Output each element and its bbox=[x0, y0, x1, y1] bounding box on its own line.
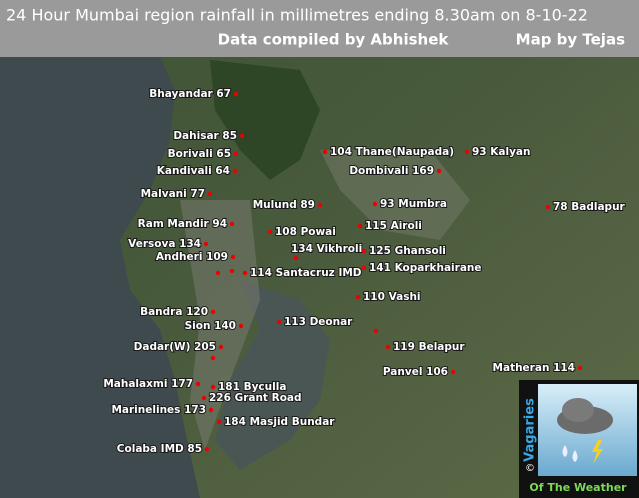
station-dot bbox=[317, 202, 323, 208]
station-label: Dahisar 85 bbox=[173, 130, 237, 142]
logo-tagline: Of The Weather bbox=[529, 481, 627, 494]
station-label: Bhayandar 67 bbox=[149, 88, 231, 100]
station-label: Kandivali 64 bbox=[157, 165, 230, 177]
station-dot bbox=[208, 407, 214, 413]
cloud bbox=[562, 398, 594, 422]
station-dot bbox=[293, 255, 299, 261]
extra-dots bbox=[210, 268, 379, 361]
station-dot bbox=[267, 229, 273, 235]
station-label: 113 Deonar bbox=[284, 316, 353, 328]
station-label: 78 Badlapur bbox=[553, 201, 626, 213]
station-label: Mulund 89 bbox=[253, 199, 315, 211]
station-dot bbox=[207, 191, 213, 197]
station-label: 93 Kalyan bbox=[472, 146, 531, 158]
station-dot bbox=[545, 204, 551, 210]
station-dot bbox=[229, 221, 235, 227]
station-dot bbox=[232, 168, 238, 174]
station-label: Ram Mandir 94 bbox=[138, 218, 227, 230]
national-park bbox=[210, 60, 320, 180]
station-label: Dombivali 169 bbox=[349, 165, 434, 177]
station-dot bbox=[230, 254, 236, 260]
station-label: 119 Belapur bbox=[393, 341, 465, 353]
station-dot bbox=[464, 149, 470, 155]
station-dot bbox=[201, 395, 207, 401]
station-dot bbox=[233, 151, 239, 157]
station-dot bbox=[210, 309, 216, 315]
station-dot bbox=[577, 365, 583, 371]
station-dot bbox=[238, 323, 244, 329]
rain bbox=[562, 445, 578, 462]
station-label: Dadar(W) 205 bbox=[134, 341, 216, 353]
station-dot bbox=[361, 265, 367, 271]
station-label: Versova 134 bbox=[128, 238, 201, 250]
station-dot bbox=[195, 381, 201, 387]
city bbox=[180, 200, 260, 450]
sea bbox=[0, 57, 200, 498]
station-label: 115 Airoli bbox=[365, 220, 422, 232]
station-label: 184 Masjid Bundar bbox=[224, 416, 335, 428]
station-dot bbox=[216, 419, 222, 425]
station-label: Colaba IMD 85 bbox=[117, 443, 202, 455]
station-label: Malvani 77 bbox=[141, 188, 205, 200]
station-dot bbox=[204, 446, 210, 452]
station-label: 108 Powai bbox=[275, 226, 336, 238]
station-label: 110 Vashi bbox=[363, 291, 421, 303]
station-label: 104 Thane(Naupada) bbox=[330, 146, 454, 158]
logo: Vagaries © Of The Weather bbox=[519, 380, 639, 498]
station-dot bbox=[218, 344, 224, 350]
station-label: Mahalaxmi 177 bbox=[103, 378, 193, 390]
station-dot bbox=[233, 91, 239, 97]
station-label: 134 Vikhroli bbox=[291, 243, 362, 255]
station-dot bbox=[203, 241, 209, 247]
station-label: 125 Ghansoli bbox=[369, 245, 446, 257]
station-label: 141 Koparkhairane bbox=[369, 262, 482, 274]
station-label: Marinelines 173 bbox=[111, 404, 206, 416]
dot bbox=[210, 355, 216, 361]
station-label: 181 Byculla bbox=[218, 381, 286, 393]
station-dot bbox=[357, 223, 363, 229]
station-label: 114 Santacruz IMD bbox=[250, 267, 362, 279]
station-label: Andheri 109 bbox=[156, 251, 228, 263]
station-dot bbox=[361, 248, 367, 254]
station-dot bbox=[372, 201, 378, 207]
station-dot bbox=[355, 294, 361, 300]
station-label: Panvel 106 bbox=[383, 366, 448, 378]
station-dot bbox=[385, 344, 391, 350]
station-dot bbox=[239, 133, 245, 139]
station-dot bbox=[436, 168, 442, 174]
station-label: Bandra 120 bbox=[140, 306, 208, 318]
dot bbox=[229, 268, 235, 274]
header-band bbox=[0, 0, 639, 57]
dot bbox=[373, 328, 379, 334]
station-label: 93 Mumbra bbox=[380, 198, 447, 210]
dot bbox=[215, 270, 221, 276]
station-label: 226 Grant Road bbox=[209, 392, 302, 404]
station-dot bbox=[210, 384, 216, 390]
lightning bbox=[592, 440, 603, 464]
station-label: Matheran 114 bbox=[493, 362, 575, 374]
logo-brand: Vagaries bbox=[523, 398, 538, 462]
station-dot bbox=[322, 149, 328, 155]
logo-copyright: © bbox=[525, 463, 535, 474]
station-label: Borivali 65 bbox=[168, 148, 231, 160]
station-dot bbox=[450, 369, 456, 375]
credit: Data compiled by Abhishek bbox=[218, 31, 450, 49]
station-dot bbox=[276, 319, 282, 325]
harbour bbox=[215, 280, 330, 470]
urban bbox=[320, 150, 470, 240]
station-dot bbox=[242, 270, 248, 276]
title: 24 Hour Mumbai region rainfall in millim… bbox=[6, 6, 588, 25]
station-label: Sion 140 bbox=[185, 320, 236, 332]
credit: Map by Tejas bbox=[516, 31, 625, 49]
